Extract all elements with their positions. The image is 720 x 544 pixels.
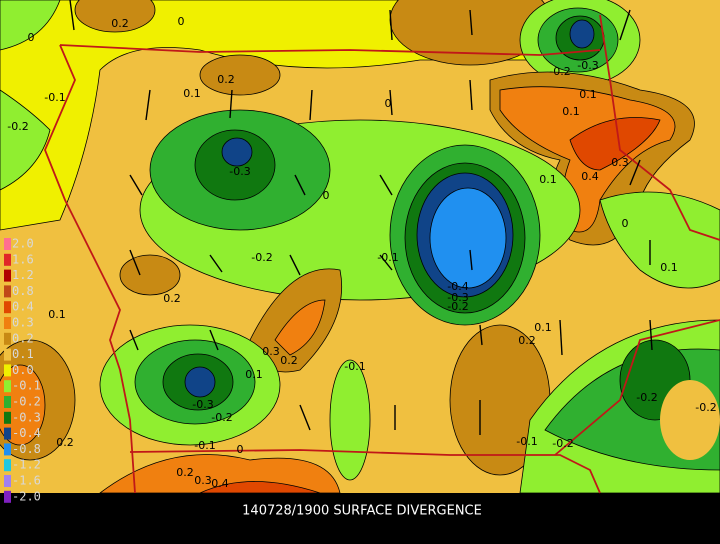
legend-swatch xyxy=(4,285,11,298)
legend-label: 1.2 xyxy=(12,268,34,282)
contour-label: -0.4 xyxy=(447,280,468,293)
contour-label: -0.1 xyxy=(194,439,215,452)
legend-label: -2.0 xyxy=(12,489,41,503)
contour-label: -0.1 xyxy=(377,251,398,264)
contour-label: 0.1 xyxy=(539,173,557,186)
legend-swatch xyxy=(4,475,11,487)
contour-label: -0.2 xyxy=(447,300,468,313)
legend-label: 0.0 xyxy=(12,363,34,377)
legend-label: -1.6 xyxy=(12,474,41,488)
map-field xyxy=(0,0,720,493)
contour-label: 0.2 xyxy=(217,73,235,86)
legend-swatch xyxy=(4,317,11,329)
legend-swatch xyxy=(4,238,11,250)
legend-swatch xyxy=(4,490,11,503)
contour-label: 0.4 xyxy=(211,477,229,490)
legend-swatch xyxy=(4,459,11,472)
contour-label: -0.1 xyxy=(344,360,365,373)
legend-label: -0.1 xyxy=(12,379,41,393)
legend-swatch xyxy=(4,427,11,440)
contour-label: 0 xyxy=(385,97,392,110)
contour-label: 0.3 xyxy=(262,345,280,358)
legend-label: -0.3 xyxy=(12,410,41,424)
legend-swatch xyxy=(4,396,11,408)
contour-label: 0.3 xyxy=(611,156,629,169)
contour-label: 0.1 xyxy=(579,88,597,101)
map-title: 140728/1900 SURFACE DIVERGENCE xyxy=(242,504,482,519)
state-boundaries xyxy=(44,14,720,494)
legend-label: 0.8 xyxy=(12,284,34,298)
contour-label: 0.4 xyxy=(581,170,599,183)
contour-label: 0.1 xyxy=(48,308,66,321)
contour-label: 0.1 xyxy=(562,105,580,118)
contour-label: -0.2 xyxy=(251,251,272,264)
contour-label: -0.2 xyxy=(695,401,716,414)
legend-label: 0.2 xyxy=(12,331,34,345)
legend-swatch xyxy=(4,364,11,377)
contour-label: -0.2 xyxy=(549,65,570,78)
contour-label: 0.2 xyxy=(163,292,181,305)
contour-label: 0.1 xyxy=(660,261,678,274)
contour-label: -0.2 xyxy=(211,411,232,424)
contour-label: 0.1 xyxy=(534,321,552,334)
contour-label: 0 xyxy=(622,217,629,230)
contour-label: -0.1 xyxy=(516,435,537,448)
contour-label: 0 xyxy=(178,15,185,28)
contour-label: 0.2 xyxy=(280,354,298,367)
legend-label: 2.0 xyxy=(12,237,34,251)
legend-label: 0.1 xyxy=(12,347,34,361)
legend-label: 0.4 xyxy=(12,300,34,314)
legend-label: -0.8 xyxy=(12,442,41,456)
contour-label: 0.2 xyxy=(518,334,536,347)
legend-swatch xyxy=(4,332,11,345)
legend-label: -0.2 xyxy=(12,395,41,409)
contour-label: -0.2 xyxy=(552,437,573,450)
legend-swatch xyxy=(4,269,11,282)
contour-label: 0.2 xyxy=(111,17,129,30)
legend-swatch xyxy=(4,380,11,393)
legend-swatch xyxy=(4,348,11,361)
contour-label: 0.1 xyxy=(245,368,263,381)
legend: 2.01.6 1.2 0.8 0.4 0.30.2 0.1 0.0 -0.1 -0.2-0.3 -… xyxy=(4,237,41,503)
contour-label: 0.2 xyxy=(176,466,194,479)
contour-label: -0.2 xyxy=(636,391,657,404)
contour-label: -0.3 xyxy=(192,398,213,411)
legend-swatch xyxy=(4,411,11,424)
legend-label: -0.4 xyxy=(12,426,41,440)
contour-label: -0.3 xyxy=(577,59,598,72)
contour-label: 0.3 xyxy=(194,474,212,487)
legend-label: 1.6 xyxy=(12,252,34,266)
legend-swatch xyxy=(4,301,11,314)
contour-label: 0.2 xyxy=(56,436,74,449)
legend-swatch xyxy=(4,443,11,456)
legend-label: -1.2 xyxy=(12,458,41,472)
contour-label: 0.1 xyxy=(183,87,201,100)
contour-label: 0 xyxy=(237,443,244,456)
contour-label: -0.2 xyxy=(7,120,28,133)
legend-label: 0.3 xyxy=(12,316,34,330)
contour-label: 0 xyxy=(28,31,35,44)
contour-label: 0 xyxy=(323,189,330,202)
contour-label: -0.1 xyxy=(44,91,65,104)
contour-label: -0.3 xyxy=(229,165,250,178)
wind-barbs xyxy=(69,0,653,435)
contour-labels: 0.2 00-0.1-0.20.20.1-0.30-0.20.20.1-0.1-0… xyxy=(7,15,716,490)
legend-swatch xyxy=(4,253,11,266)
contour-label: -0.3 xyxy=(447,291,468,304)
